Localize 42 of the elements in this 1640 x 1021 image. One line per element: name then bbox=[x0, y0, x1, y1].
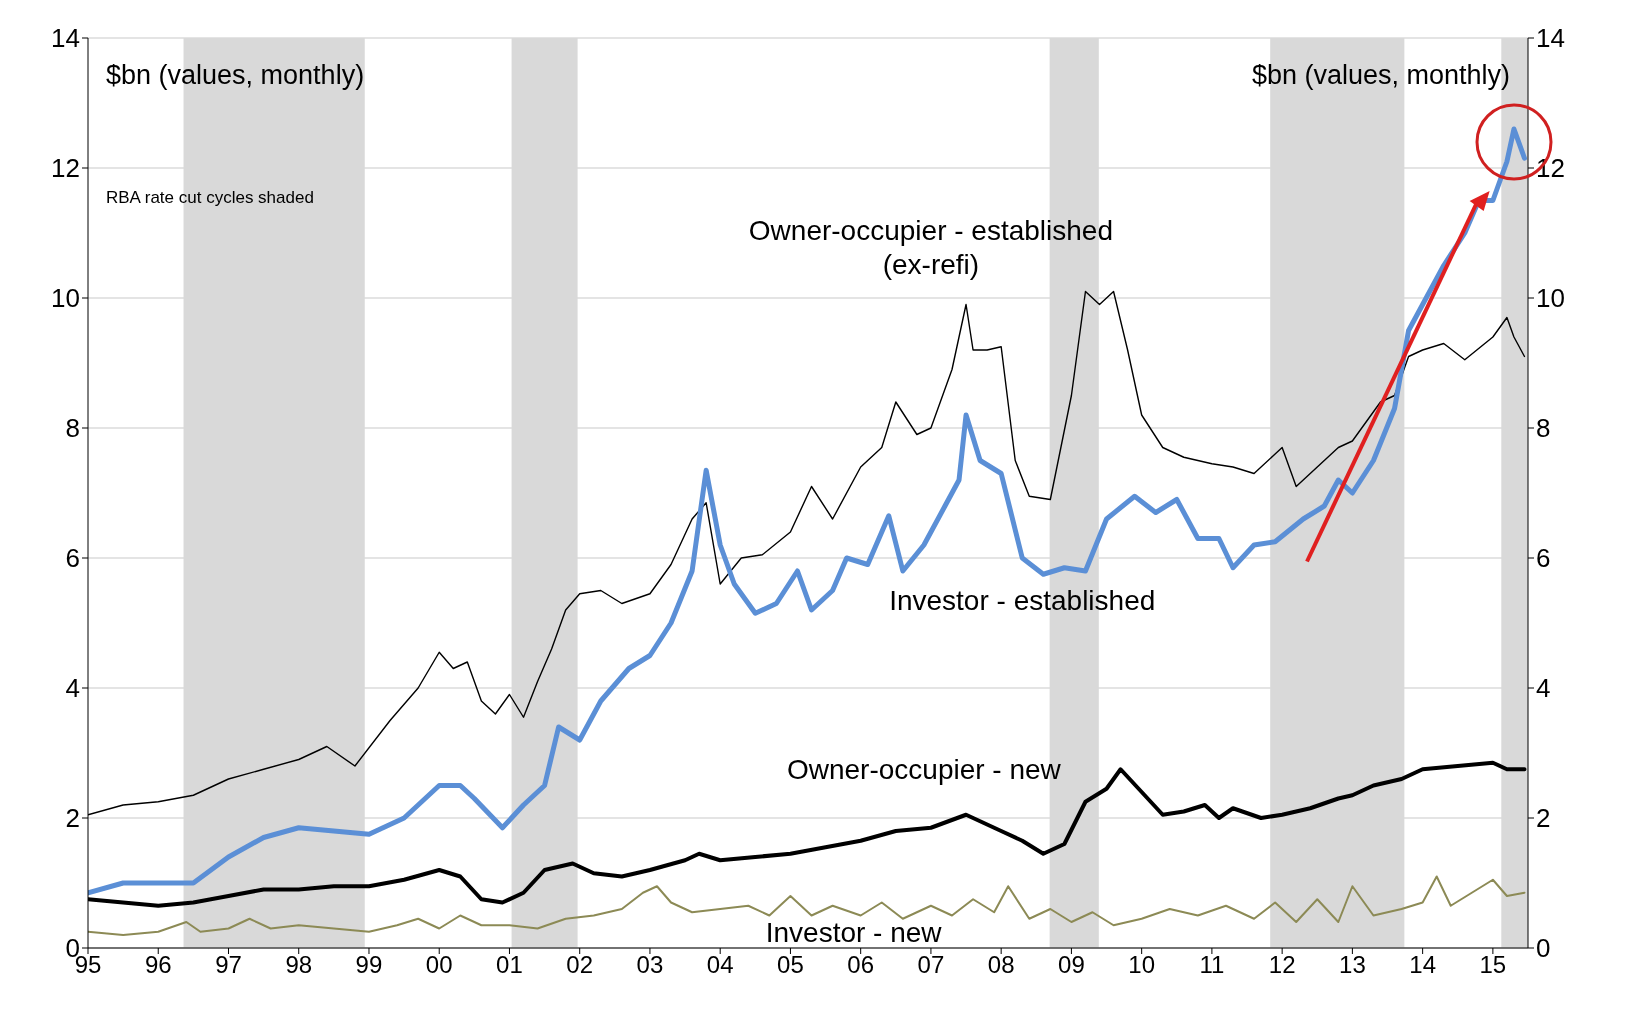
y2-tick-label: 10 bbox=[1536, 283, 1565, 314]
x-tick-label: 06 bbox=[847, 951, 875, 979]
y-tick-label: 12 bbox=[51, 153, 80, 184]
series-label: Investor - established bbox=[888, 584, 1157, 618]
x-tick-label: 04 bbox=[706, 951, 734, 979]
y2-tick-label: 2 bbox=[1536, 803, 1551, 834]
annotation: RBA rate cut cycles shaded bbox=[106, 188, 314, 208]
x-tick-label: 05 bbox=[777, 951, 804, 979]
x-tick-label: 11 bbox=[1199, 951, 1225, 979]
y-tick-label: 4 bbox=[65, 673, 80, 704]
x-tick-label: 00 bbox=[425, 951, 453, 979]
y-tick-label: 10 bbox=[51, 283, 80, 314]
x-tick-label: 96 bbox=[144, 951, 172, 979]
x-tick-label: 10 bbox=[1128, 951, 1156, 979]
y2-tick-label: 4 bbox=[1536, 673, 1551, 704]
x-tick-label: 98 bbox=[285, 951, 313, 979]
x-tick-label: 15 bbox=[1479, 951, 1507, 979]
y2-tick-label: 8 bbox=[1536, 413, 1551, 444]
y-tick-label: 14 bbox=[51, 23, 80, 54]
y-tick-label: 2 bbox=[65, 803, 80, 834]
y-tick-label: 8 bbox=[65, 413, 80, 444]
x-tick-label: 09 bbox=[1058, 951, 1085, 979]
y2-tick-label: 6 bbox=[1536, 543, 1551, 574]
x-tick-label: 14 bbox=[1409, 951, 1436, 979]
series-label: Investor - new bbox=[764, 915, 943, 950]
x-tick-label: 03 bbox=[636, 951, 664, 979]
x-tick-label: 12 bbox=[1268, 951, 1296, 979]
x-tick-label: 01 bbox=[496, 951, 523, 979]
series-label: Owner-occupier - new bbox=[785, 753, 1062, 787]
x-tick-label: 08 bbox=[987, 951, 1015, 979]
series-label: Owner-occupier - established (ex-refi) bbox=[747, 213, 1114, 282]
x-tick-label: 13 bbox=[1339, 951, 1366, 979]
y2-tick-label: 14 bbox=[1536, 23, 1565, 54]
x-tick-label: 07 bbox=[917, 951, 945, 979]
y2-tick-label: 12 bbox=[1536, 153, 1565, 184]
x-tick-label: 02 bbox=[566, 951, 594, 979]
y2-tick-label: 0 bbox=[1536, 933, 1551, 964]
x-tick-label: 97 bbox=[215, 951, 242, 979]
y-axis-title: $bn (values, monthly) bbox=[106, 60, 365, 91]
y-tick-label: 6 bbox=[65, 543, 80, 574]
x-tick-label: 99 bbox=[355, 951, 383, 979]
y2-axis-title: $bn (values, monthly) bbox=[1251, 60, 1510, 91]
